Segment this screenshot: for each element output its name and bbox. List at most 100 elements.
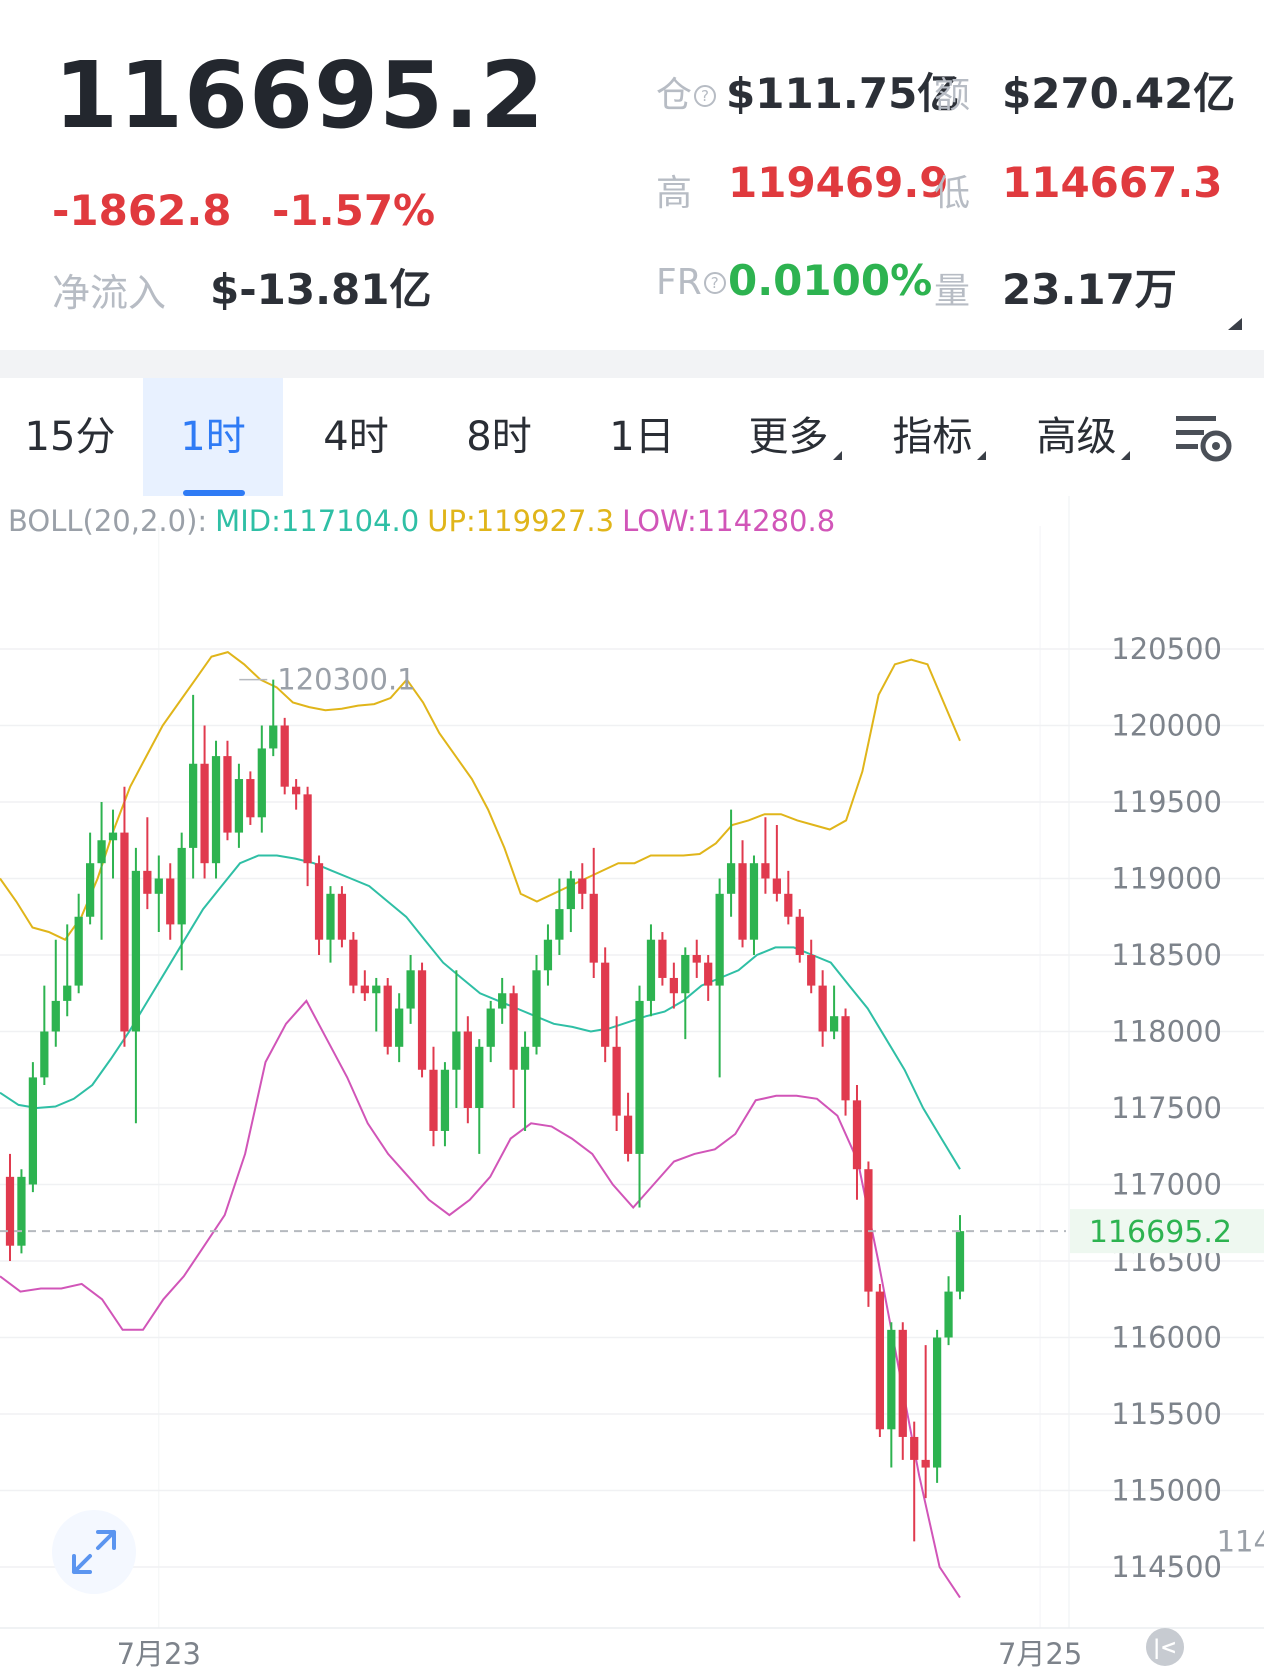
candle-body-down — [143, 870, 152, 894]
candle-body-up — [154, 878, 163, 894]
candle-body-down — [120, 832, 129, 1032]
dropdown-icon — [976, 451, 986, 460]
y-tick-label: 116000 — [1111, 1321, 1222, 1355]
high-value: 119469.9 — [728, 158, 949, 207]
tab-label: 15分 — [24, 414, 116, 460]
y-tick-label: 117000 — [1111, 1168, 1222, 1202]
tab-more[interactable]: 更多 — [720, 378, 870, 496]
candle-body-down — [417, 970, 427, 1070]
candle-body-down — [509, 993, 518, 1070]
boll-legend: BOLL(20,2.0): MID:117104.0 UP:119927.3 LOW:… — [8, 504, 835, 538]
candle-body-down — [166, 878, 175, 925]
candle-body-up — [944, 1291, 953, 1338]
candle-body-up — [932, 1337, 942, 1468]
candle-body-down — [807, 955, 816, 986]
y-tick-label: 118000 — [1111, 1015, 1222, 1049]
candle-body-up — [635, 1000, 644, 1154]
open-interest-value: $111.75亿 — [726, 69, 960, 118]
low-value: 114667.3 — [1002, 158, 1223, 207]
scroll-to-latest-icon[interactable]: |< — [1146, 1628, 1184, 1666]
candle-body-up — [63, 985, 72, 1001]
expand-icon — [72, 1530, 116, 1574]
x-tick-label: 7月25 — [998, 1637, 1082, 1670]
tab-15m[interactable]: 15分 — [0, 378, 140, 496]
candle-body-up — [555, 909, 564, 940]
chart-annotations: 116695.2 120300.1 114667.3 — [0, 663, 1264, 1558]
x-tick-label: 7月23 — [117, 1637, 201, 1670]
tab-1h[interactable]: 1时 — [143, 378, 283, 496]
candle-body-up — [131, 870, 141, 1032]
volume-label: 量 — [934, 271, 971, 312]
tab-4h[interactable]: 4时 — [286, 378, 426, 496]
y-tick-label: 115000 — [1111, 1474, 1222, 1508]
y-tick-label: 118500 — [1111, 938, 1222, 972]
y-tick-label: 119500 — [1111, 785, 1222, 819]
expand-header-icon[interactable] — [1228, 318, 1242, 330]
candle-body-up — [520, 1046, 530, 1070]
current-price-tag — [1070, 1209, 1264, 1254]
min-price-annotation: 114667.3 — [1217, 1524, 1264, 1558]
candle-body-down — [761, 863, 770, 879]
candle-body-up — [475, 1046, 484, 1108]
candle-body-down — [623, 1115, 633, 1154]
candle-body-up — [326, 893, 335, 940]
candle-body-down — [898, 1329, 907, 1437]
low-label: 低 — [934, 173, 971, 214]
open-interest-label[interactable]: 仓? — [656, 66, 717, 118]
max-price-annotation: 120300.1 — [277, 663, 415, 697]
candle-body-up — [189, 763, 198, 848]
dropdown-icon — [832, 451, 842, 460]
funding-rate-label[interactable]: FR? — [656, 262, 726, 303]
candle-body-down — [738, 863, 747, 940]
candle-body-down — [463, 1031, 472, 1108]
candle-body-down — [360, 985, 369, 994]
y-tick-label: 119000 — [1111, 862, 1222, 896]
price-change-percent: -1.57% — [272, 186, 436, 235]
tab-8h[interactable]: 8时 — [429, 378, 569, 496]
candle-body-up — [532, 970, 541, 1047]
candle-body-up — [486, 1008, 495, 1047]
tab-indicators[interactable]: 指标 — [864, 378, 1014, 496]
market-header: 116695.2 -1862.8 -1.57% 净流入 $-13.81亿 仓? … — [0, 0, 1264, 350]
candle-body-down — [589, 893, 598, 963]
tab-1d[interactable]: 1日 — [572, 378, 712, 496]
candle-body-down — [704, 962, 713, 986]
candle-body-down — [669, 977, 678, 994]
tab-label: 高级 — [1036, 414, 1117, 460]
candle-body-down — [692, 955, 701, 963]
turnover-value: $270.42亿 — [1002, 69, 1236, 118]
chart-settings-icon[interactable] — [1172, 408, 1236, 468]
candle-body-down — [246, 779, 255, 818]
candle-body-up — [646, 939, 656, 1001]
turnover-label: 额 — [934, 75, 971, 116]
candle-body-down — [223, 756, 232, 833]
boll-up: UP:119927.3 — [427, 504, 615, 538]
price-change: -1862.8 — [52, 186, 232, 235]
candle-body-down — [200, 763, 209, 864]
candlestick-chart[interactable]: 120500 120000 119500 119000 118500 118000 1175… — [0, 496, 1264, 1670]
section-divider — [0, 350, 1264, 378]
candle-body-up — [97, 840, 106, 864]
fullscreen-button[interactable] — [52, 1510, 136, 1594]
candles — [5, 679, 965, 1542]
candle-body-up — [566, 878, 575, 910]
candle-body-down — [337, 893, 347, 940]
tab-advanced[interactable]: 高级 — [1008, 378, 1158, 496]
candle-body-down — [910, 1436, 919, 1460]
active-tab-indicator — [183, 490, 245, 496]
help-icon[interactable]: ? — [694, 85, 717, 107]
candle-body-down — [349, 939, 358, 986]
y-tick-label: 117500 — [1111, 1091, 1222, 1125]
candle-body-up — [177, 847, 186, 925]
netflow-label: 净流入 — [52, 271, 167, 315]
candle-body-down — [841, 1016, 850, 1101]
candle-body-up — [86, 863, 95, 917]
candle-body-up — [406, 970, 415, 1009]
candle-body-down — [314, 863, 324, 940]
funding-rate-value: 0.0100% — [728, 256, 933, 305]
help-icon[interactable]: ? — [703, 272, 726, 294]
boll-low: LOW:114280.8 — [622, 504, 836, 538]
candle-body-up — [108, 832, 118, 841]
candle-body-up — [829, 1016, 839, 1032]
candle-body-up — [887, 1329, 896, 1430]
